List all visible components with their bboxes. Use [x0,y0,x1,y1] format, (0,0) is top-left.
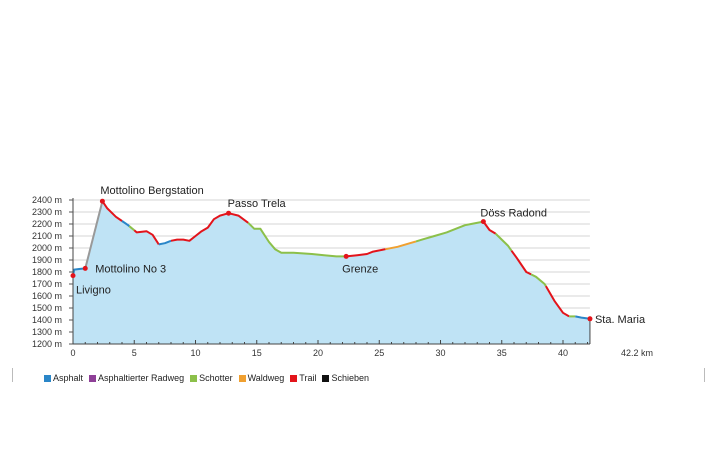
location-marker [343,253,349,259]
legend-label: Schieben [331,373,369,383]
location-label: Grenze [342,263,378,275]
y-tick-label: 1700 m [32,279,62,289]
y-tick-label: 1800 m [32,267,62,277]
surface-segment-trail [133,229,160,245]
x-tick-label: 40 [558,348,568,358]
surface-segment-trail [101,200,123,222]
legend-item-asphaltierter-radweg: Asphaltierter Radweg [89,373,184,383]
legend: Asphalt Asphaltierter Radweg Schotter Waldw… [44,373,369,383]
y-tick-label: 2200 m [32,219,62,229]
location-marker [587,316,593,322]
x-tick-label: 10 [190,348,200,358]
location-marker [99,198,105,204]
legend-label: Asphalt [53,373,84,383]
legend-label: Asphaltierter Radweg [98,373,185,383]
x-tick-labels: 0 5 10 15 20 25 30 35 40 [70,340,588,358]
location-marker [70,273,76,279]
surface-segment-schotter [128,225,135,232]
surface-segment-trail [482,221,497,235]
legend-swatch [322,374,330,382]
y-tick-label: 1300 m [32,327,62,337]
y-tick-label: 2100 m [32,231,62,241]
surface-segment-schotter [530,273,547,287]
y-tick-label: 1200 m [32,339,62,349]
surface-segment-schieben [84,200,104,269]
x-tick-label: 15 [252,348,262,358]
legend-item-trail: Trail [290,373,316,383]
legend-label: Schotter [199,373,233,383]
legend-item-asphalt: Asphalt [44,373,83,383]
surface-segment-asphalt [121,220,130,227]
y-tick-label: 2300 m [32,207,62,217]
x-tick-label: 20 [313,348,323,358]
location-label: Sta. Maria [595,314,646,326]
location-label: Döss Radond [480,208,547,220]
location-annotations: Livigno Mottolino No 3 Mottolino Bergstati… [70,185,646,326]
left-edge-mark [12,368,13,382]
y-tick-label: 1500 m [32,303,62,313]
legend-item-schotter: Schotter [190,373,233,383]
surface-segment-schotter [247,222,347,258]
location-label: Passo Trela [228,198,287,210]
y-tick-label: 1900 m [32,255,62,265]
elevation-area [73,201,590,344]
location-marker [480,219,486,225]
location-marker [226,210,232,216]
surface-segment-trail [545,285,570,318]
legend-label: Trail [299,373,317,383]
legend-swatch [44,374,51,382]
surface-segment-schotter [494,232,513,252]
surface-segment-schotter [415,220,484,243]
x-tick-label: 5 [132,348,137,358]
right-edge-mark [704,368,705,382]
y-tick-label: 1400 m [32,315,62,325]
legend-item-schieben: Schieben [322,373,369,383]
surface-segment-trail [510,250,532,276]
location-label: Mottolino No 3 [95,263,166,275]
y-tick-label: 2000 m [32,243,62,253]
surface-segment-waldweg [385,240,417,251]
location-label: Livigno [76,285,111,297]
y-tick-labels: 2400 m 2300 m 2200 m 2100 m 2000 m 1900 m 1800… [32,195,73,349]
legend-swatch [190,374,198,382]
location-marker [82,265,88,271]
legend-swatch [290,374,298,382]
distance-total-label: 42.2 km [621,348,653,358]
y-tick-label: 1600 m [32,291,62,301]
legend-swatch [89,374,97,382]
legend-item-waldweg: Waldweg [238,373,285,383]
legend-label: Waldweg [247,373,285,383]
surface-segment-asphalt [72,267,86,276]
x-tick-label: 0 [70,348,75,358]
legend-swatch [238,374,246,382]
surface-segment-asphalt [575,315,591,320]
surface-segment-asphalt [158,239,172,246]
x-tick-label: 35 [497,348,507,358]
location-label: Mottolino Bergstation [100,185,203,197]
surface-segment-trail [346,248,386,258]
x-tick-label: 30 [435,348,445,358]
y-tick-label: 2400 m [32,195,62,205]
x-tick-label: 25 [374,348,384,358]
